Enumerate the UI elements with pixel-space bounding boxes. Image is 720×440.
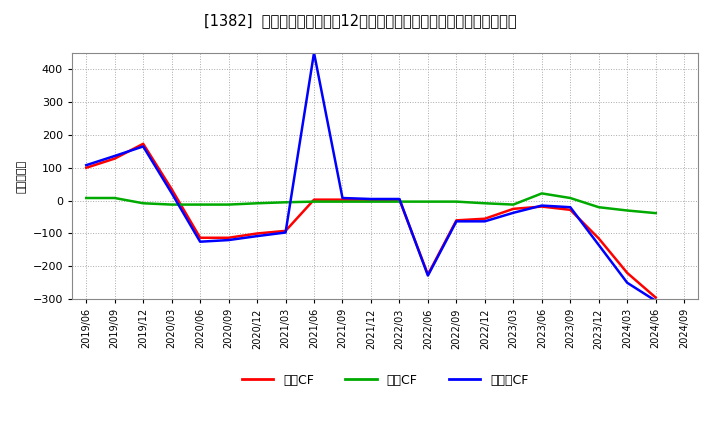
投賃CF <box>366 199 375 204</box>
営業CF <box>423 272 432 277</box>
営業CF <box>452 218 461 223</box>
営業CF <box>480 216 489 221</box>
投賃CF <box>452 199 461 204</box>
Text: [1382]  キャッシュフローの12か月移動合計の対前年同期増減額の推移: [1382] キャッシュフローの12か月移動合計の対前年同期増減額の推移 <box>204 13 516 28</box>
フリーCF <box>395 196 404 202</box>
投賃CF <box>480 201 489 206</box>
フリーCF <box>623 280 631 286</box>
フリーCF <box>423 273 432 278</box>
営業CF <box>338 197 347 202</box>
営業CF <box>652 295 660 300</box>
フリーCF <box>310 50 318 55</box>
フリーCF <box>537 203 546 208</box>
営業CF <box>167 187 176 192</box>
投賃CF <box>110 195 119 201</box>
Line: 営業CF: 営業CF <box>86 144 656 297</box>
投賃CF <box>253 201 261 206</box>
フリーCF <box>82 162 91 168</box>
投賃CF <box>509 202 518 207</box>
フリーCF <box>253 234 261 239</box>
フリーCF <box>452 219 461 224</box>
営業CF <box>595 236 603 241</box>
フリーCF <box>480 219 489 224</box>
Legend: 営業CF, 投賃CF, フリーCF: 営業CF, 投賃CF, フリーCF <box>237 369 534 392</box>
フリーCF <box>167 191 176 196</box>
投賃CF <box>595 205 603 210</box>
営業CF <box>509 206 518 212</box>
フリーCF <box>595 242 603 248</box>
投賃CF <box>623 208 631 213</box>
投賃CF <box>310 199 318 204</box>
営業CF <box>566 207 575 213</box>
Y-axis label: （百万円）: （百万円） <box>17 159 27 193</box>
営業CF <box>366 197 375 202</box>
営業CF <box>110 156 119 161</box>
投賃CF <box>225 202 233 207</box>
営業CF <box>82 165 91 170</box>
営業CF <box>225 235 233 240</box>
フリーCF <box>196 239 204 244</box>
投賃CF <box>196 202 204 207</box>
営業CF <box>196 235 204 240</box>
投賃CF <box>338 199 347 204</box>
営業CF <box>395 197 404 202</box>
フリーCF <box>652 298 660 304</box>
フリーCF <box>139 144 148 149</box>
フリーCF <box>509 210 518 216</box>
投賃CF <box>82 195 91 201</box>
フリーCF <box>110 153 119 158</box>
Line: フリーCF: フリーCF <box>86 53 656 301</box>
投賃CF <box>282 200 290 205</box>
投賃CF <box>566 195 575 201</box>
投賃CF <box>423 199 432 204</box>
投賃CF <box>652 210 660 216</box>
投賃CF <box>139 201 148 206</box>
営業CF <box>310 197 318 202</box>
Line: 投賃CF: 投賃CF <box>86 194 656 213</box>
営業CF <box>282 228 290 234</box>
投賃CF <box>167 202 176 207</box>
投賃CF <box>395 199 404 204</box>
投賃CF <box>537 191 546 196</box>
フリーCF <box>338 195 347 201</box>
フリーCF <box>566 205 575 210</box>
営業CF <box>253 231 261 236</box>
フリーCF <box>282 230 290 235</box>
営業CF <box>537 204 546 209</box>
フリーCF <box>366 196 375 202</box>
フリーCF <box>225 238 233 243</box>
営業CF <box>139 141 148 147</box>
営業CF <box>623 270 631 275</box>
